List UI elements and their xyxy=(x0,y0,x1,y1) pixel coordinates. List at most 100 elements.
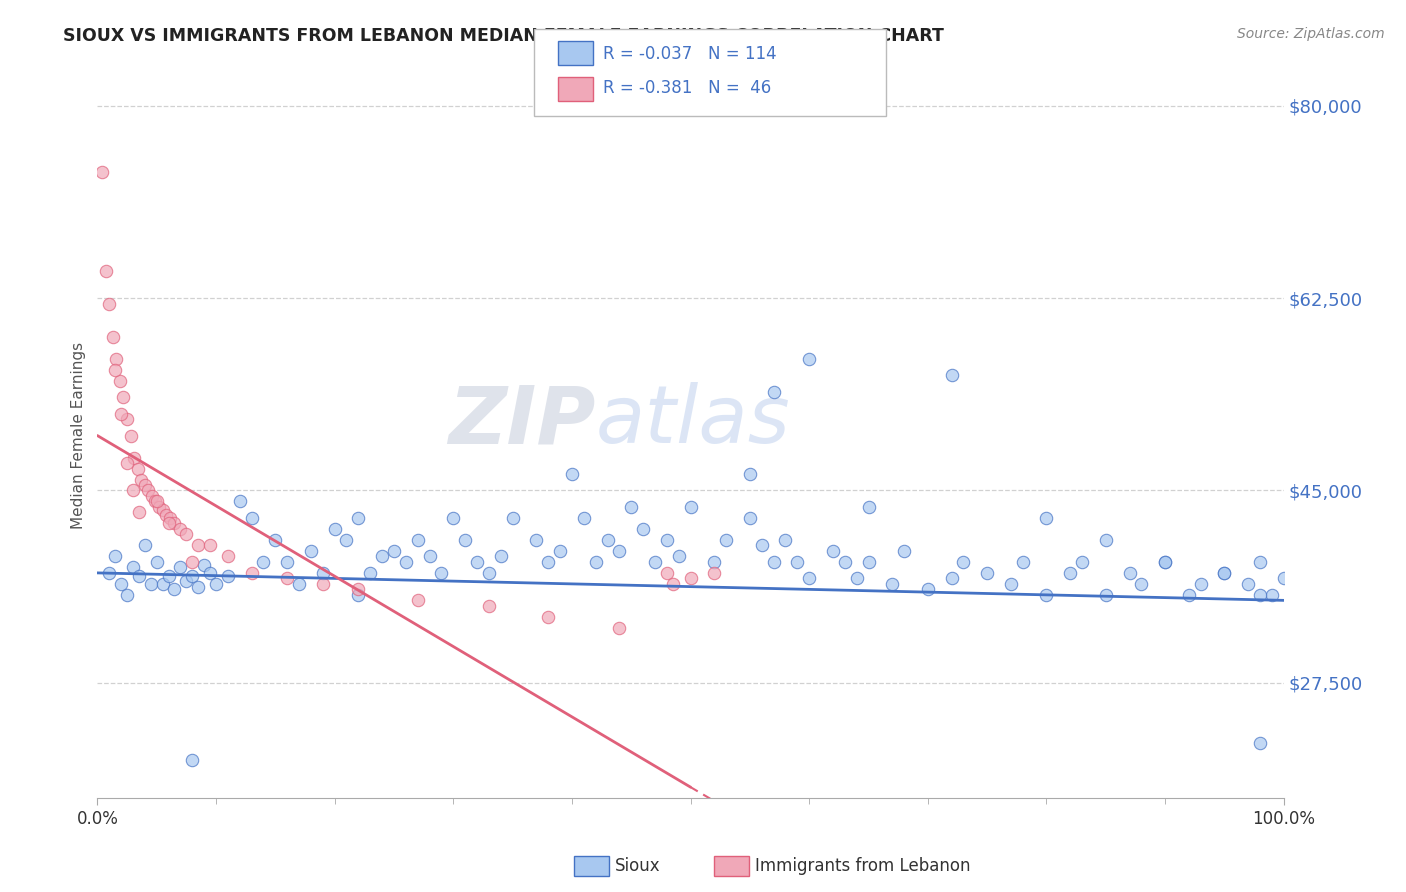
Point xyxy=(181,753,204,767)
Point xyxy=(104,362,127,376)
Text: Source: ZipAtlas.com: Source: ZipAtlas.com xyxy=(1237,27,1385,41)
Point xyxy=(98,566,121,580)
Point xyxy=(524,533,547,547)
Point xyxy=(347,588,370,602)
Point xyxy=(108,374,131,388)
Point xyxy=(952,555,974,569)
Text: R = -0.037   N = 114: R = -0.037 N = 114 xyxy=(603,45,776,62)
Point xyxy=(1035,511,1057,525)
Point xyxy=(187,538,209,552)
Point xyxy=(893,544,915,558)
Point xyxy=(217,549,239,564)
Point xyxy=(454,533,477,547)
Point xyxy=(141,489,163,503)
Point xyxy=(181,569,204,583)
Point xyxy=(163,516,186,531)
Point xyxy=(110,407,132,421)
Point xyxy=(115,412,138,426)
Point xyxy=(799,351,821,366)
Point xyxy=(105,351,128,366)
Point xyxy=(941,571,963,585)
Point xyxy=(762,555,785,569)
Point xyxy=(1261,588,1284,602)
Point xyxy=(382,544,405,558)
Point xyxy=(1059,566,1081,580)
Point xyxy=(1249,736,1271,750)
Point xyxy=(395,555,418,569)
Point xyxy=(858,555,880,569)
Point xyxy=(1154,555,1177,569)
Point xyxy=(502,511,524,525)
Point xyxy=(430,566,453,580)
Point xyxy=(609,544,631,558)
Point xyxy=(252,555,274,569)
Point xyxy=(738,467,761,481)
Point xyxy=(145,494,167,508)
Point xyxy=(276,555,298,569)
Point xyxy=(120,428,142,442)
Point xyxy=(762,384,785,399)
Point xyxy=(620,500,643,514)
Point xyxy=(1035,588,1057,602)
Point xyxy=(139,577,162,591)
Point xyxy=(138,483,160,498)
Point xyxy=(489,549,512,564)
Point xyxy=(122,450,145,465)
Point xyxy=(110,577,132,591)
Point xyxy=(94,264,117,278)
Point xyxy=(1178,588,1201,602)
Point xyxy=(176,527,198,541)
Point xyxy=(335,533,357,547)
Point xyxy=(655,566,678,580)
Point xyxy=(1213,566,1236,580)
Text: SIOUX VS IMMIGRANTS FROM LEBANON MEDIAN FEMALE EARNINGS CORRELATION CHART: SIOUX VS IMMIGRANTS FROM LEBANON MEDIAN … xyxy=(63,27,945,45)
Point xyxy=(134,538,156,552)
Point xyxy=(1154,555,1177,569)
Point xyxy=(169,560,191,574)
Point xyxy=(786,555,808,569)
Point xyxy=(834,555,856,569)
Point xyxy=(441,511,464,525)
Point xyxy=(101,329,124,343)
Point xyxy=(821,544,844,558)
Point xyxy=(1237,577,1260,591)
Point xyxy=(163,582,186,597)
Point xyxy=(176,574,198,588)
Point xyxy=(1272,571,1295,585)
Point xyxy=(134,478,156,492)
Point xyxy=(347,582,370,597)
Point xyxy=(858,500,880,514)
Point xyxy=(288,577,311,591)
Point xyxy=(217,569,239,583)
Point xyxy=(122,483,145,498)
Point xyxy=(799,571,821,585)
Point xyxy=(679,571,702,585)
Point xyxy=(1071,555,1094,569)
Point xyxy=(1118,566,1140,580)
Point xyxy=(98,296,121,310)
Point xyxy=(115,588,138,602)
Point xyxy=(478,599,501,613)
Point xyxy=(240,566,263,580)
Point xyxy=(775,533,797,547)
Point xyxy=(661,577,683,591)
Point xyxy=(157,569,180,583)
Point xyxy=(703,566,725,580)
Point xyxy=(347,511,370,525)
Point xyxy=(537,555,560,569)
Point xyxy=(537,610,560,624)
Point xyxy=(312,577,335,591)
Point xyxy=(917,582,939,597)
Point xyxy=(1249,555,1271,569)
Point xyxy=(1189,577,1212,591)
Point xyxy=(193,558,215,573)
Point xyxy=(561,467,583,481)
Point xyxy=(228,494,250,508)
Point xyxy=(478,566,501,580)
Point xyxy=(465,555,488,569)
Point xyxy=(406,593,429,607)
Point xyxy=(187,580,209,594)
Point xyxy=(679,500,702,514)
Point xyxy=(976,566,998,580)
Point xyxy=(181,555,204,569)
